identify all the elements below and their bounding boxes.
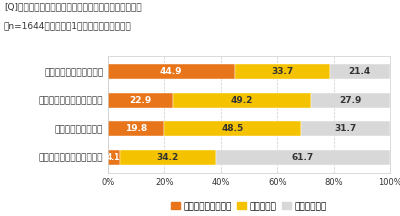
Bar [164, 121, 301, 136]
Text: 61.7: 61.7 [292, 153, 314, 162]
Bar [216, 150, 390, 165]
Text: 31.7: 31.7 [334, 124, 356, 133]
Bar [108, 64, 235, 79]
Bar [172, 93, 311, 108]
Text: 33.7: 33.7 [271, 67, 293, 76]
Text: （n=1644、ブラを週1回以上着けている人）: （n=1644、ブラを週1回以上着けている人） [4, 22, 132, 31]
Text: 22.9: 22.9 [129, 96, 152, 105]
Bar [311, 93, 390, 108]
Bar [108, 150, 120, 165]
Bar [108, 121, 164, 136]
Bar [235, 64, 330, 79]
Text: 4.1: 4.1 [107, 153, 120, 162]
Text: 21.4: 21.4 [349, 67, 371, 76]
Legend: 一番多く持っている, 持っている, 持っていない: 一番多く持っている, 持っている, 持っていない [167, 198, 331, 214]
Text: [Q]現在お持ちのブラジャーは、どんなタイプですか？: [Q]現在お持ちのブラジャーは、どんなタイプですか？ [4, 2, 142, 11]
Bar [120, 150, 216, 165]
Text: 19.8: 19.8 [125, 124, 147, 133]
Bar [301, 121, 390, 136]
Bar [108, 93, 172, 108]
Bar [330, 64, 390, 79]
Text: 44.9: 44.9 [160, 67, 182, 76]
Text: 48.5: 48.5 [221, 124, 243, 133]
Text: 34.2: 34.2 [157, 153, 179, 162]
Text: 27.9: 27.9 [340, 96, 362, 105]
Text: 49.2: 49.2 [231, 96, 253, 105]
